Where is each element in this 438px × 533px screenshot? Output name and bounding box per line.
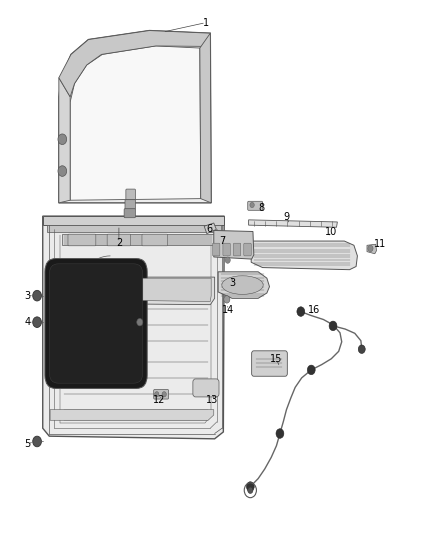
FancyBboxPatch shape <box>248 201 262 211</box>
FancyBboxPatch shape <box>193 379 219 397</box>
Circle shape <box>250 203 254 208</box>
Circle shape <box>58 166 67 176</box>
FancyBboxPatch shape <box>45 259 147 389</box>
Circle shape <box>137 318 143 326</box>
Circle shape <box>162 392 166 397</box>
Circle shape <box>307 365 315 375</box>
FancyBboxPatch shape <box>223 243 230 256</box>
Text: 15: 15 <box>270 354 283 364</box>
Circle shape <box>247 482 254 491</box>
Text: 12: 12 <box>153 395 166 405</box>
Text: 5: 5 <box>25 439 31 449</box>
Polygon shape <box>214 230 254 259</box>
Text: 3: 3 <box>25 290 31 301</box>
Text: 13: 13 <box>206 395 219 405</box>
FancyBboxPatch shape <box>49 264 143 383</box>
Text: 16: 16 <box>308 305 320 315</box>
Polygon shape <box>70 46 201 200</box>
FancyBboxPatch shape <box>107 234 131 246</box>
FancyBboxPatch shape <box>233 243 241 256</box>
Text: 9: 9 <box>283 212 290 222</box>
FancyBboxPatch shape <box>142 234 168 246</box>
FancyBboxPatch shape <box>244 243 251 256</box>
Circle shape <box>248 487 253 494</box>
Polygon shape <box>50 410 214 420</box>
FancyBboxPatch shape <box>154 390 169 399</box>
Polygon shape <box>218 272 269 298</box>
Circle shape <box>358 345 365 353</box>
Polygon shape <box>66 278 211 302</box>
Circle shape <box>33 290 42 301</box>
Circle shape <box>368 245 373 252</box>
Circle shape <box>33 436 42 447</box>
Text: 4: 4 <box>25 317 31 327</box>
Polygon shape <box>200 33 211 203</box>
FancyBboxPatch shape <box>126 189 135 200</box>
Text: 1: 1 <box>203 18 209 28</box>
Text: 2: 2 <box>116 238 122 248</box>
Polygon shape <box>249 220 337 227</box>
Polygon shape <box>59 30 210 97</box>
Polygon shape <box>251 241 357 270</box>
Circle shape <box>33 317 42 327</box>
FancyBboxPatch shape <box>125 200 135 209</box>
Text: 8: 8 <box>258 203 265 213</box>
Text: 3: 3 <box>229 278 235 288</box>
Circle shape <box>155 392 159 397</box>
Circle shape <box>297 307 305 317</box>
Text: 7: 7 <box>219 236 226 246</box>
Circle shape <box>58 134 67 144</box>
Polygon shape <box>367 244 377 254</box>
Polygon shape <box>43 216 224 439</box>
Circle shape <box>225 257 230 263</box>
FancyBboxPatch shape <box>124 209 135 217</box>
Polygon shape <box>59 78 70 203</box>
Polygon shape <box>59 30 211 203</box>
Polygon shape <box>47 225 221 232</box>
Circle shape <box>329 321 337 330</box>
Polygon shape <box>204 223 216 233</box>
Text: 14: 14 <box>222 305 234 315</box>
FancyBboxPatch shape <box>68 234 96 246</box>
Polygon shape <box>62 233 214 245</box>
Polygon shape <box>62 277 215 305</box>
Text: 10: 10 <box>325 227 337 237</box>
FancyBboxPatch shape <box>252 351 287 376</box>
Ellipse shape <box>222 276 263 294</box>
Circle shape <box>224 296 230 303</box>
Circle shape <box>276 429 284 438</box>
Text: 11: 11 <box>374 239 386 249</box>
FancyBboxPatch shape <box>212 243 220 256</box>
Text: 6: 6 <box>206 224 212 235</box>
Polygon shape <box>43 216 224 225</box>
